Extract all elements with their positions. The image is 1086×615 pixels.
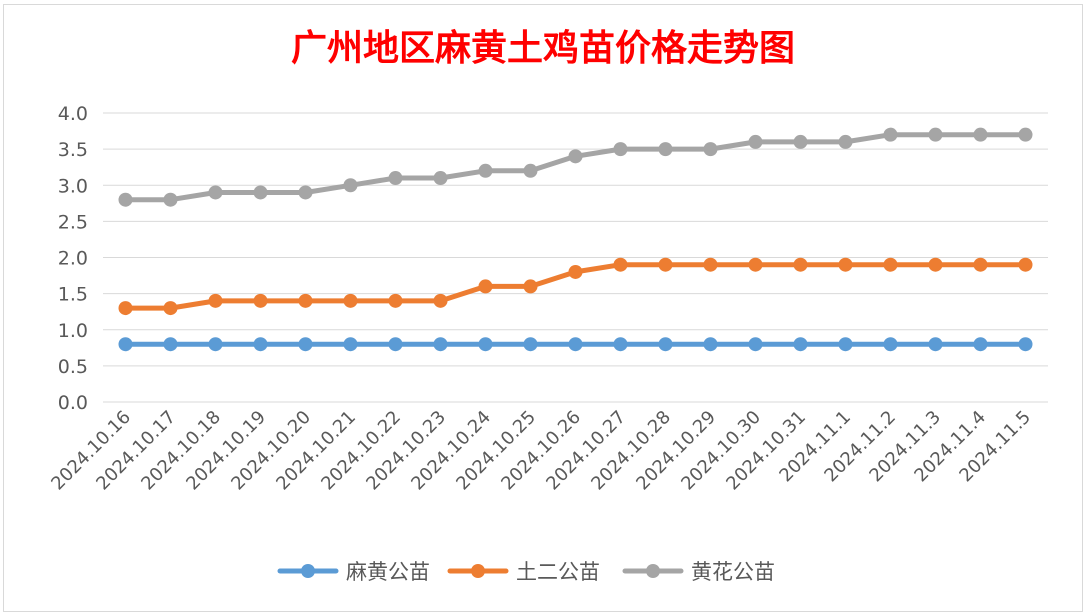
data-point[interactable] bbox=[658, 142, 673, 157]
data-point[interactable] bbox=[208, 293, 223, 308]
data-point[interactable] bbox=[388, 293, 403, 308]
data-point[interactable] bbox=[748, 337, 763, 352]
data-point[interactable] bbox=[748, 134, 763, 149]
data-point[interactable] bbox=[478, 163, 493, 178]
data-point[interactable] bbox=[118, 301, 133, 316]
data-point[interactable] bbox=[253, 185, 268, 200]
y-tick-label: 4.0 bbox=[58, 103, 88, 125]
series-1[interactable] bbox=[118, 337, 1033, 352]
data-point[interactable] bbox=[748, 257, 763, 272]
y-tick-label: 2.5 bbox=[58, 211, 88, 233]
data-point[interactable] bbox=[523, 163, 538, 178]
y-tick-label: 1.5 bbox=[58, 284, 88, 306]
data-point[interactable] bbox=[613, 257, 628, 272]
data-point[interactable] bbox=[118, 192, 133, 207]
data-point[interactable] bbox=[838, 337, 853, 352]
data-point[interactable] bbox=[208, 337, 223, 352]
data-point[interactable] bbox=[343, 337, 358, 352]
data-point[interactable] bbox=[298, 185, 313, 200]
data-point[interactable] bbox=[523, 279, 538, 294]
data-point[interactable] bbox=[478, 337, 493, 352]
gridlines bbox=[103, 112, 1048, 403]
data-point[interactable] bbox=[163, 301, 178, 316]
data-point[interactable] bbox=[703, 337, 718, 352]
legend-marker bbox=[646, 564, 660, 578]
data-point[interactable] bbox=[883, 337, 898, 352]
data-point[interactable] bbox=[343, 178, 358, 193]
data-point[interactable] bbox=[613, 142, 628, 157]
data-point[interactable] bbox=[613, 337, 628, 352]
data-point[interactable] bbox=[793, 337, 808, 352]
legend-marker bbox=[471, 564, 485, 578]
data-point[interactable] bbox=[1018, 337, 1033, 352]
data-point[interactable] bbox=[838, 134, 853, 149]
series-3[interactable] bbox=[118, 127, 1033, 207]
data-point[interactable] bbox=[433, 293, 448, 308]
data-point[interactable] bbox=[568, 264, 583, 279]
data-point[interactable] bbox=[703, 142, 718, 157]
data-point[interactable] bbox=[298, 337, 313, 352]
data-point[interactable] bbox=[928, 337, 943, 352]
data-point[interactable] bbox=[928, 127, 943, 142]
y-tick-label: 0.5 bbox=[58, 356, 88, 378]
y-tick-label: 1.0 bbox=[58, 320, 88, 342]
data-point[interactable] bbox=[883, 127, 898, 142]
data-point[interactable] bbox=[388, 171, 403, 186]
legend-label: 麻黄公苗 bbox=[346, 560, 430, 584]
data-point[interactable] bbox=[118, 337, 133, 352]
data-point[interactable] bbox=[433, 171, 448, 186]
data-point[interactable] bbox=[703, 257, 718, 272]
data-point[interactable] bbox=[253, 293, 268, 308]
data-point[interactable] bbox=[973, 127, 988, 142]
series-lines bbox=[118, 127, 1033, 352]
data-point[interactable] bbox=[883, 257, 898, 272]
data-point[interactable] bbox=[208, 185, 223, 200]
data-point[interactable] bbox=[343, 293, 358, 308]
data-point[interactable] bbox=[523, 337, 538, 352]
data-point[interactable] bbox=[433, 337, 448, 352]
data-point[interactable] bbox=[298, 293, 313, 308]
legend-item[interactable]: 麻黄公苗 bbox=[277, 560, 430, 584]
legend[interactable]: 麻黄公苗 土二公苗 黄花公苗 bbox=[277, 560, 775, 584]
chart-title: 广州地区麻黄土鸡苗价格走势图 bbox=[291, 27, 795, 69]
data-point[interactable] bbox=[793, 257, 808, 272]
y-tick-label: 3.5 bbox=[58, 139, 88, 161]
data-point[interactable] bbox=[973, 257, 988, 272]
legend-label: 黄花公苗 bbox=[691, 560, 775, 584]
legend-marker bbox=[301, 564, 315, 578]
data-point[interactable] bbox=[658, 257, 673, 272]
data-point[interactable] bbox=[838, 257, 853, 272]
data-point[interactable] bbox=[568, 337, 583, 352]
legend-item[interactable]: 土二公苗 bbox=[447, 560, 600, 584]
data-point[interactable] bbox=[658, 337, 673, 352]
data-point[interactable] bbox=[388, 337, 403, 352]
y-tick-label: 0.0 bbox=[58, 392, 88, 414]
data-point[interactable] bbox=[163, 192, 178, 207]
data-point[interactable] bbox=[163, 337, 178, 352]
y-tick-label: 2.0 bbox=[58, 248, 88, 270]
y-tick-label: 3.0 bbox=[58, 175, 88, 197]
legend-label: 土二公苗 bbox=[516, 560, 600, 584]
data-point[interactable] bbox=[253, 337, 268, 352]
legend-item[interactable]: 黄花公苗 bbox=[622, 560, 775, 584]
data-point[interactable] bbox=[928, 257, 943, 272]
data-point[interactable] bbox=[1018, 257, 1033, 272]
x-axis-ticks: 2024.10.162024.10.172024.10.182024.10.19… bbox=[47, 407, 1035, 495]
series-2[interactable] bbox=[118, 257, 1033, 316]
data-point[interactable] bbox=[973, 337, 988, 352]
data-point[interactable] bbox=[478, 279, 493, 294]
data-point[interactable] bbox=[793, 134, 808, 149]
data-point[interactable] bbox=[568, 149, 583, 164]
data-point[interactable] bbox=[1018, 127, 1033, 142]
y-axis-ticks: 0.0 0.5 1.0 1.5 2.0 2.5 3.0 3.5 4.0 bbox=[58, 103, 88, 414]
